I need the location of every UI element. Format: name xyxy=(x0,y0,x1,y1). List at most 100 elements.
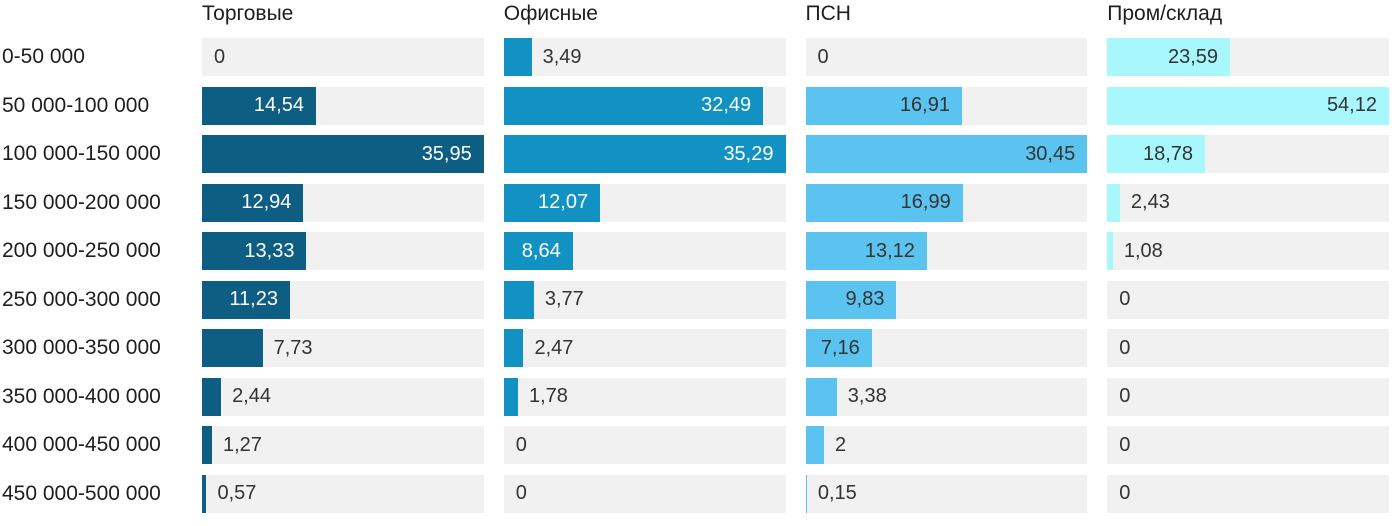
bar-value: 0 xyxy=(515,433,527,456)
bar-value: 23,59 xyxy=(1167,45,1219,68)
bar-value: 0 xyxy=(1119,482,1131,504)
bar-track: 3,77 xyxy=(503,280,786,319)
chart-row: 50 000-100 000 14,54 32,49 16,91 54,12 xyxy=(0,86,1389,125)
bar-track: 3,49 xyxy=(503,38,786,76)
bar-track: 1,78 xyxy=(503,377,786,416)
bar xyxy=(503,377,518,416)
bar-value: 0,15 xyxy=(817,482,857,504)
bar: 7,16 xyxy=(805,329,872,367)
bar-track: 8,64 xyxy=(503,232,786,270)
category-label: 300 000-350 000 xyxy=(2,336,161,359)
bar-track: 0 xyxy=(202,38,484,76)
bar-track: 9,83 xyxy=(805,280,1088,319)
bar-value: 54,12 xyxy=(1326,94,1377,116)
bar-track: 13,33 xyxy=(202,232,484,270)
bar-track: 0 xyxy=(503,474,786,513)
category-label: 0-50 000 xyxy=(2,45,85,68)
bar-value: 35,29 xyxy=(723,142,774,165)
category-label: 350 000-400 000 xyxy=(2,384,161,408)
bar xyxy=(202,329,263,367)
bar: 11,23 xyxy=(202,280,290,319)
bar-value: 8,64 xyxy=(521,239,561,262)
bar: 8,64 xyxy=(503,232,573,270)
category-label: 400 000-450 000 xyxy=(2,433,161,456)
bar-track: 16,99 xyxy=(805,183,1088,222)
bar-value: 2 xyxy=(835,433,847,456)
bar-track: 2,43 xyxy=(1107,183,1389,222)
bar xyxy=(805,377,837,416)
chart-row: 300 000-350 000 7,73 2,47 7,16 0 xyxy=(0,329,1389,367)
bar-value: 7,73 xyxy=(273,336,313,359)
bar-value: 0 xyxy=(214,45,226,68)
chart-row: 400 000-450 000 1,27 0 2 0 xyxy=(0,426,1389,464)
bar-track: 14,54 xyxy=(202,86,484,125)
bar-track: 2 xyxy=(805,426,1088,464)
chart-row: 350 000-400 000 2,44 1,78 3,38 0 xyxy=(0,377,1389,416)
bar-track: 12,07 xyxy=(503,183,786,222)
bar-track: 54,12 xyxy=(1107,86,1389,125)
bar-value: 3,49 xyxy=(542,45,582,68)
column-headers: Торговые Офисные ПСН Пром/склад xyxy=(0,2,1389,38)
bar-track: 16,91 xyxy=(805,86,1088,125)
category-label: 100 000-150 000 xyxy=(2,142,161,165)
bar-value: 1,78 xyxy=(528,385,568,407)
bar: 12,94 xyxy=(202,183,304,222)
bar: 16,99 xyxy=(805,183,963,222)
bar xyxy=(1107,232,1113,270)
chart-row: 450 000-500 000 0,57 0 0,15 0 xyxy=(0,474,1389,513)
bar-value: 0 xyxy=(1119,288,1131,310)
bar-value: 3,38 xyxy=(847,385,887,407)
category-label: 450 000-500 000 xyxy=(2,481,161,505)
bar-track: 7,16 xyxy=(805,329,1088,367)
bar-value: 3,77 xyxy=(544,288,584,310)
bar-value: 1,08 xyxy=(1123,239,1163,262)
bar xyxy=(202,474,207,513)
bar-value: 2,47 xyxy=(534,336,574,359)
series-header-torgovye: Торговые xyxy=(202,2,294,25)
bar: 13,12 xyxy=(805,232,927,270)
bar-value: 16,91 xyxy=(899,94,950,116)
bar-track: 12,94 xyxy=(202,183,484,222)
bar-track: 2,44 xyxy=(202,377,484,416)
bar-track: 0 xyxy=(503,426,786,464)
bar xyxy=(503,38,532,76)
bar-track: 18,78 xyxy=(1107,135,1389,173)
chart-row: 250 000-300 000 11,23 3,77 9,83 0 xyxy=(0,280,1389,319)
bar xyxy=(805,474,807,513)
series-header-ofisnye: Офисные xyxy=(503,2,598,25)
bar-value: 14,54 xyxy=(253,94,304,116)
bar-track: 23,59 xyxy=(1107,38,1389,76)
bar-track: 32,49 xyxy=(503,86,786,125)
bar-value: 2,44 xyxy=(232,385,272,407)
bar-track: 7,73 xyxy=(202,329,484,367)
series-header-prom-sklad: Пром/склад xyxy=(1107,2,1223,25)
bar-track: 0 xyxy=(1107,329,1389,367)
bar-track: 13,12 xyxy=(805,232,1088,270)
bar-track: 35,29 xyxy=(503,135,786,173)
bar xyxy=(202,377,222,416)
bar-track: 1,08 xyxy=(1107,232,1389,270)
bar-value: 13,33 xyxy=(244,239,295,262)
bar xyxy=(503,280,534,319)
bar-track: 0 xyxy=(1107,426,1389,464)
category-label: 50 000-100 000 xyxy=(2,93,150,117)
bar-value: 2,43 xyxy=(1130,191,1170,213)
bar-track: 0,57 xyxy=(202,474,484,513)
bar: 9,83 xyxy=(805,280,897,319)
bar xyxy=(805,426,824,464)
bar: 14,54 xyxy=(202,86,316,125)
bar-value: 0,57 xyxy=(217,482,257,504)
category-label: 200 000-250 000 xyxy=(2,239,161,262)
bar: 18,78 xyxy=(1107,135,1206,173)
bar: 35,95 xyxy=(202,135,484,173)
category-label: 150 000-200 000 xyxy=(2,190,161,214)
bar xyxy=(1107,183,1120,222)
bar-track: 0 xyxy=(805,38,1088,76)
bar-value: 1,27 xyxy=(222,433,262,456)
bar xyxy=(503,329,524,367)
bar: 12,07 xyxy=(503,183,601,222)
bar-value: 0 xyxy=(1119,433,1131,456)
bar: 16,91 xyxy=(805,86,962,125)
bar-value: 0 xyxy=(515,482,527,504)
